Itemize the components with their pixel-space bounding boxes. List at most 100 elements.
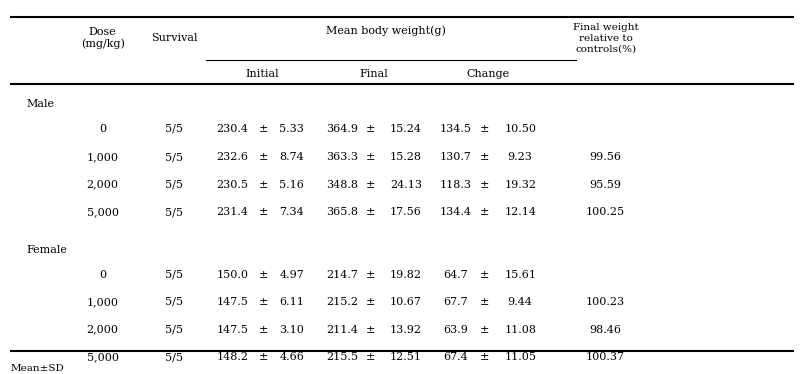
Text: ±: ± — [479, 124, 488, 134]
Text: 5/5: 5/5 — [165, 325, 183, 335]
Text: 100.37: 100.37 — [585, 352, 624, 362]
Text: 19.32: 19.32 — [503, 180, 536, 190]
Text: 11.08: 11.08 — [503, 325, 536, 335]
Text: Dose
(mg/kg): Dose (mg/kg) — [80, 27, 124, 49]
Text: 5,000: 5,000 — [87, 208, 118, 217]
Text: 5/5: 5/5 — [165, 208, 183, 217]
Text: 67.4: 67.4 — [442, 352, 467, 362]
Text: 3.10: 3.10 — [279, 325, 304, 335]
Text: 5/5: 5/5 — [165, 270, 183, 280]
Text: ±: ± — [479, 180, 488, 190]
Text: 147.5: 147.5 — [217, 297, 248, 307]
Text: 100.25: 100.25 — [585, 208, 625, 217]
Text: 5.16: 5.16 — [279, 180, 304, 190]
Text: 15.61: 15.61 — [503, 270, 536, 280]
Text: ±: ± — [365, 325, 375, 335]
Text: 1,000: 1,000 — [87, 152, 118, 162]
Text: 64.7: 64.7 — [442, 270, 467, 280]
Text: 130.7: 130.7 — [439, 152, 471, 162]
Text: 363.3: 363.3 — [326, 152, 357, 162]
Text: 1,000: 1,000 — [87, 297, 118, 307]
Text: Final: Final — [359, 69, 388, 79]
Text: ±: ± — [479, 270, 488, 280]
Text: 67.7: 67.7 — [442, 297, 467, 307]
Text: 0: 0 — [99, 270, 106, 280]
Text: ±: ± — [365, 208, 375, 217]
Text: ±: ± — [258, 297, 267, 307]
Text: 348.8: 348.8 — [326, 180, 357, 190]
Text: 17.56: 17.56 — [389, 208, 422, 217]
Text: 134.5: 134.5 — [439, 124, 471, 134]
Text: 5,000: 5,000 — [87, 352, 118, 362]
Text: 232.6: 232.6 — [217, 152, 248, 162]
Text: ±: ± — [479, 352, 488, 362]
Text: 5/5: 5/5 — [165, 297, 183, 307]
Text: 9.23: 9.23 — [507, 152, 532, 162]
Text: ±: ± — [258, 152, 267, 162]
Text: 9.44: 9.44 — [507, 297, 532, 307]
Text: 10.50: 10.50 — [503, 124, 536, 134]
Text: Initial: Initial — [245, 69, 279, 79]
Text: Female: Female — [26, 245, 67, 255]
Text: ±: ± — [365, 270, 375, 280]
Text: 8.74: 8.74 — [279, 152, 304, 162]
Text: 365.8: 365.8 — [326, 208, 357, 217]
Text: ±: ± — [365, 352, 375, 362]
Text: 211.4: 211.4 — [326, 325, 357, 335]
Text: 5/5: 5/5 — [165, 124, 183, 134]
Text: Change: Change — [466, 69, 509, 79]
Text: ±: ± — [258, 352, 267, 362]
Text: ±: ± — [258, 180, 267, 190]
Text: Mean±SD: Mean±SD — [10, 364, 64, 373]
Text: 0: 0 — [99, 124, 106, 134]
Text: 5/5: 5/5 — [165, 180, 183, 190]
Text: 100.23: 100.23 — [585, 297, 625, 307]
Text: 99.56: 99.56 — [589, 152, 621, 162]
Text: 6.11: 6.11 — [279, 297, 304, 307]
Text: 7.34: 7.34 — [279, 208, 304, 217]
Text: Male: Male — [26, 99, 55, 109]
Text: ±: ± — [479, 297, 488, 307]
Text: ±: ± — [479, 325, 488, 335]
Text: 4.97: 4.97 — [279, 270, 304, 280]
Text: ±: ± — [258, 208, 267, 217]
Text: ±: ± — [365, 152, 375, 162]
Text: 150.0: 150.0 — [217, 270, 248, 280]
Text: ±: ± — [479, 208, 488, 217]
Text: 63.9: 63.9 — [442, 325, 467, 335]
Text: Survival: Survival — [151, 33, 198, 43]
Text: ±: ± — [479, 152, 488, 162]
Text: 118.3: 118.3 — [439, 180, 471, 190]
Text: 5/5: 5/5 — [165, 152, 183, 162]
Text: ±: ± — [365, 124, 375, 134]
Text: 13.92: 13.92 — [389, 325, 422, 335]
Text: Final weight
relative to
controls(%): Final weight relative to controls(%) — [572, 24, 638, 53]
Text: 2,000: 2,000 — [87, 325, 118, 335]
Text: 147.5: 147.5 — [217, 325, 248, 335]
Text: 19.82: 19.82 — [389, 270, 422, 280]
Text: ±: ± — [365, 180, 375, 190]
Text: 5.33: 5.33 — [279, 124, 304, 134]
Text: 11.05: 11.05 — [503, 352, 536, 362]
Text: ±: ± — [258, 325, 267, 335]
Text: 5/5: 5/5 — [165, 352, 183, 362]
Text: 230.5: 230.5 — [217, 180, 248, 190]
Text: 24.13: 24.13 — [389, 180, 422, 190]
Text: 98.46: 98.46 — [589, 325, 621, 335]
Text: ±: ± — [258, 124, 267, 134]
Text: 230.4: 230.4 — [217, 124, 248, 134]
Text: 12.51: 12.51 — [389, 352, 422, 362]
Text: 364.9: 364.9 — [326, 124, 357, 134]
Text: 231.4: 231.4 — [217, 208, 248, 217]
Text: 215.5: 215.5 — [326, 352, 357, 362]
Text: 15.28: 15.28 — [389, 152, 422, 162]
Text: 2,000: 2,000 — [87, 180, 118, 190]
Text: 134.4: 134.4 — [439, 208, 471, 217]
Text: ±: ± — [258, 270, 267, 280]
Text: ±: ± — [365, 297, 375, 307]
Text: Mean body weight(g): Mean body weight(g) — [326, 26, 446, 37]
Text: 214.7: 214.7 — [326, 270, 357, 280]
Text: 95.59: 95.59 — [589, 180, 621, 190]
Text: 15.24: 15.24 — [389, 124, 422, 134]
Text: 148.2: 148.2 — [217, 352, 248, 362]
